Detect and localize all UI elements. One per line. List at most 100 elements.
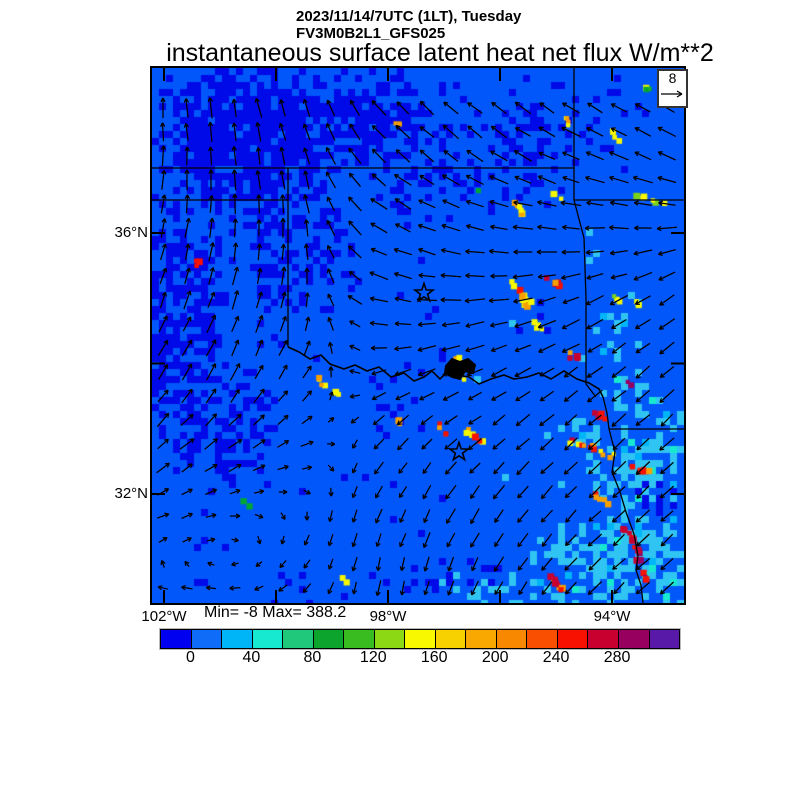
wind-vector-arrow [327, 293, 335, 307]
wind-vector-arrow [160, 243, 167, 261]
wind-vector-arrow [633, 200, 652, 207]
wind-vector-arrow [207, 291, 216, 309]
colorbar-segment [649, 630, 680, 648]
wind-vector-arrow [399, 557, 406, 572]
wind-vector-arrow [182, 316, 192, 332]
wind-vector-arrow [369, 320, 388, 327]
colorbar-segment [496, 630, 528, 648]
wind-vector-arrow [609, 200, 628, 207]
wind-vector-arrow [254, 364, 264, 380]
wind-vector-arrow [586, 318, 604, 330]
wind-vector-arrow [467, 437, 482, 451]
wind-vector-arrow [443, 149, 459, 162]
wind-vector-arrow [302, 390, 313, 402]
wind-vector-arrow [635, 581, 651, 595]
wind-vector-arrow [399, 580, 405, 596]
state-border-ok-ar [573, 199, 597, 398]
wind-vector-arrow [493, 461, 505, 475]
wind-vector-arrow [418, 368, 436, 377]
minmax-label: Min= -8 Max= 388.2 [204, 604, 347, 621]
wind-vector-arrow [280, 243, 287, 260]
wind-vector-arrow [183, 123, 190, 141]
wind-vector-arrow [423, 581, 430, 596]
wind-vector-arrow [442, 124, 460, 140]
wind-vector-arrow [231, 146, 237, 166]
wind-vector-arrow [302, 194, 310, 214]
wind-vector-arrow [181, 585, 193, 591]
wind-vector-arrow [561, 249, 581, 255]
wind-vector-arrow [231, 266, 240, 286]
wind-vector-arrow [444, 438, 458, 450]
wind-vector-arrow [562, 175, 580, 184]
wind-vector-arrow [229, 362, 241, 381]
wind-vector-arrow [489, 321, 508, 328]
wind-vector-arrow [489, 175, 509, 185]
wind-vector-arrow [208, 242, 215, 262]
wind-vector-arrow [302, 147, 311, 165]
wind-vector-arrow [659, 485, 675, 499]
map-overlay [152, 68, 684, 603]
colorbar-segment [618, 630, 650, 648]
wind-vector-arrow [278, 339, 288, 356]
wind-vector-arrow [468, 415, 482, 425]
wind-vector-arrow [303, 243, 310, 261]
wind-vector-arrow [348, 270, 361, 281]
wind-vector-arrow [564, 485, 578, 499]
wind-vector-arrow [659, 389, 675, 404]
wind-vector-arrow [584, 175, 605, 184]
wind-vector-arrow [325, 171, 337, 189]
wind-vector-arrow [489, 199, 509, 208]
wind-vector-arrow [493, 556, 505, 572]
wind-vector-arrow [609, 249, 628, 256]
wind-vector-arrow [423, 509, 431, 524]
wind-vector-arrow [351, 556, 358, 572]
wind-vector-arrow [611, 366, 627, 379]
wind-vector-arrow [256, 243, 263, 261]
wind-vector-arrow [561, 102, 580, 114]
wind-vector-arrow [609, 175, 629, 184]
wind-vector-arrow [375, 580, 382, 597]
wind-vector-arrow [348, 172, 362, 188]
wind-vector-arrow [490, 150, 508, 162]
wind-vector-arrow [537, 224, 557, 230]
wind-vector-arrow [419, 100, 435, 116]
wind-vector-arrow [350, 416, 360, 424]
wind-vector-arrow [347, 295, 363, 305]
wind-vector-arrow [494, 533, 504, 548]
wind-vector-arrow [446, 532, 456, 548]
colorbar-tick-label: 120 [359, 649, 387, 666]
wind-vector-arrow [421, 438, 433, 450]
wind-vector-arrow [537, 175, 556, 185]
wind-vector-arrow [374, 485, 383, 499]
wind-vector-arrow [540, 509, 554, 523]
wind-vector-arrow [184, 169, 190, 191]
wind-vector-arrow [399, 533, 407, 548]
wind-vector-arrow [587, 102, 603, 114]
wind-vector-arrow [611, 390, 627, 402]
wind-vector-arrow [561, 343, 580, 353]
lon-label: 98°W [369, 608, 407, 625]
wind-vector-arrow [254, 489, 265, 495]
wind-vector-arrow [158, 315, 168, 333]
wind-vector-arrow [538, 151, 556, 160]
wind-vector-arrow [351, 581, 358, 595]
wind-vector-arrow [371, 369, 387, 376]
wind-vector-arrow [539, 102, 555, 114]
wind-vector-arrow [611, 413, 627, 428]
wind-vector-arrow [517, 532, 529, 548]
colorbar-segment [313, 630, 345, 648]
wind-vector-arrow [371, 100, 387, 116]
colorbar-segment [252, 630, 284, 648]
wind-vector-arrow [277, 439, 290, 448]
wind-vector-arrow [256, 535, 262, 545]
wind-vector-arrow [660, 533, 674, 547]
wind-vector-arrow [349, 368, 361, 375]
wind-vector-arrow [231, 290, 240, 310]
state-border-tx-ar [602, 396, 610, 430]
wind-vector-arrow [419, 391, 435, 401]
wind-vector-arrow [612, 437, 626, 451]
wind-vector-arrow [327, 558, 334, 570]
wind-vector-arrow [635, 557, 651, 571]
wind-vector-arrow [419, 126, 435, 138]
wind-vector-arrow [328, 391, 334, 401]
